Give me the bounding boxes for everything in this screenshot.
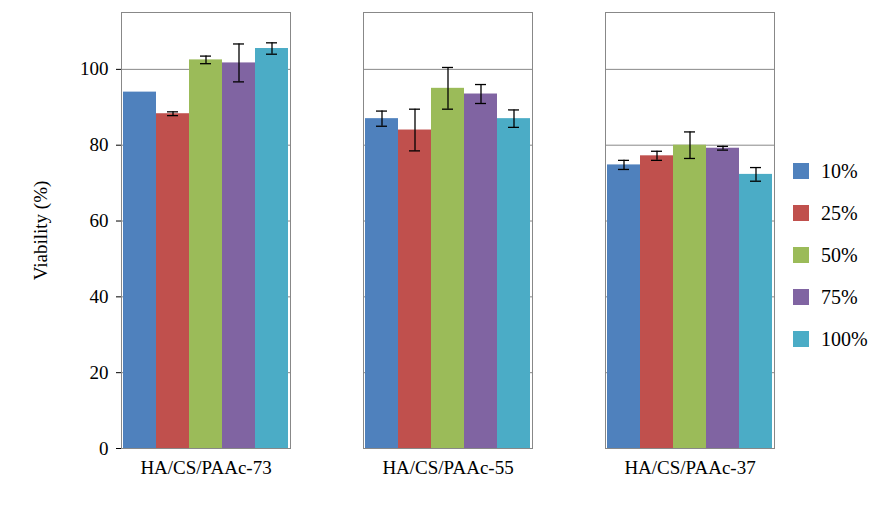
svg-text:20: 20 (90, 362, 109, 383)
svg-text:80: 80 (90, 134, 109, 155)
svg-text:60: 60 (90, 210, 109, 231)
svg-text:HA/CS/PAAc-55: HA/CS/PAAc-55 (382, 457, 513, 478)
html-text:10%: 10% (821, 159, 858, 182)
svg-text:100: 100 (80, 58, 109, 79)
html-text:100%: 100% (821, 327, 868, 350)
html-text:75%: 75% (821, 285, 858, 308)
svg-text:Viability (%): Viability (%) (30, 181, 52, 281)
html-text:25%: 25% (821, 201, 858, 224)
svg-text:HA/CS/PAAc-37: HA/CS/PAAc-37 (624, 457, 755, 478)
svg-text:0: 0 (99, 438, 109, 459)
html-text:50%: 50% (821, 243, 858, 266)
svg-text:40: 40 (90, 286, 109, 307)
svg-text:HA/CS/PAAc-73: HA/CS/PAAc-73 (140, 457, 271, 478)
